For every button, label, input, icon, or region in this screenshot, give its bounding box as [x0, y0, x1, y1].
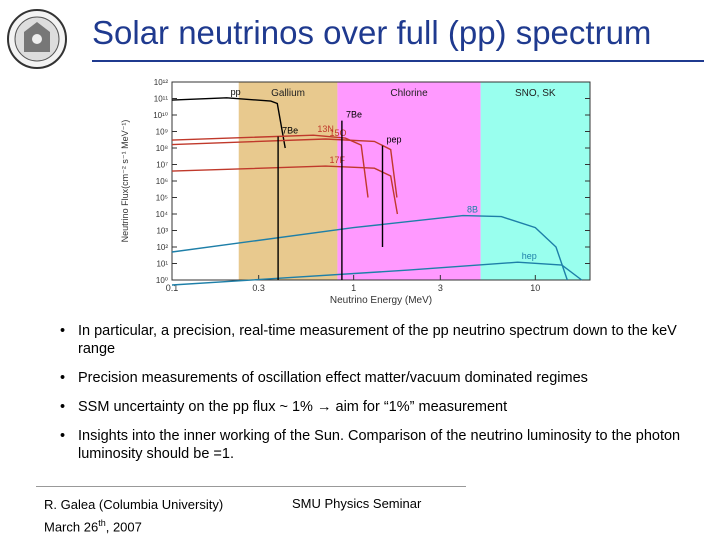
series-label: 15O [330, 128, 347, 138]
y-tick-label: 10⁰ [156, 276, 168, 285]
x-tick-label: 10 [530, 283, 540, 293]
x-tick-label: 0.1 [166, 283, 179, 293]
y-tick-label: 10⁷ [156, 161, 168, 170]
region-label: Chlorine [390, 88, 428, 99]
series-label: hep [522, 251, 537, 261]
footer-author: R. Galea (Columbia University) [44, 497, 224, 512]
series-line [171, 97, 286, 149]
y-tick-label: 10² [156, 243, 168, 252]
bullet-dot: • [60, 399, 66, 415]
y-tick-label: 10⁸ [156, 144, 168, 153]
series-line [171, 165, 399, 215]
region-label: SNO, SK [515, 88, 556, 99]
y-tick-label: 10¹ [156, 260, 168, 269]
footer-rule [36, 486, 466, 487]
y-tick-label: 10¹¹ [154, 95, 169, 104]
bullet-item: • SSM uncertainty on the pp flux ~ 1% → a… [56, 398, 696, 416]
footer-event: SMU Physics Seminar [292, 496, 422, 511]
y-tick-label: 10³ [156, 227, 168, 236]
neutrino-spectrum-chart: Gallium Chlorine SNO, SK 10¹² 10¹¹ 10¹⁰ 10⁹ 10⁸… [112, 76, 602, 306]
series-label: pp [231, 87, 241, 97]
footer-date-prefix: March 26 [44, 519, 99, 535]
university-seal-icon [7, 9, 67, 69]
region-label: Gallium [271, 88, 305, 99]
y-tick-label: 10¹⁰ [153, 111, 168, 120]
bullet-dot: • [60, 428, 66, 444]
footer-author-date: R. Galea (Columbia University) March 26t… [44, 496, 223, 536]
footer-date-suffix: , 2007 [105, 519, 142, 535]
bullet-item: • Insights into the inner working of the … [56, 427, 696, 463]
slide-title: Solar neutrinos over full (pp) spectrum [92, 14, 652, 51]
series-label: pep [387, 135, 402, 145]
region-band [238, 82, 338, 280]
y-tick-label: 10⁵ [156, 194, 168, 203]
series-label: 8B [467, 205, 478, 215]
series-line [171, 261, 583, 286]
bullet-item: • In particular, a precision, real-time m… [56, 322, 696, 358]
x-tick-label: 3 [438, 283, 443, 293]
series-label: 17F [330, 155, 346, 165]
series-line [171, 134, 369, 198]
series-label: 13N [317, 124, 334, 134]
series-line [171, 214, 568, 281]
footer-date-sup: th [98, 518, 106, 528]
y-tick-label: 10⁴ [156, 210, 169, 219]
bullet-dot: • [60, 370, 66, 386]
bullet-item: • Precision measurements of oscillation e… [56, 369, 696, 387]
bullet-text: Insights into the inner working of the S… [78, 428, 681, 462]
bullet-list: • In particular, a precision, real-time m… [56, 322, 696, 474]
y-axis-label: Neutrino Flux(cm⁻² s⁻¹ MeV⁻¹) [120, 120, 130, 243]
x-tick-label: 1 [351, 283, 356, 293]
y-tick-label: 10⁹ [156, 128, 168, 137]
bullet-text: Precision measurements of oscillation ef… [78, 370, 588, 386]
footer-date: March 26th, 2007 [44, 514, 223, 536]
region-band [480, 82, 590, 280]
bullet-dot: • [60, 323, 66, 339]
region-band [337, 82, 481, 280]
x-tick-label: 0.3 [252, 283, 265, 293]
y-tick-label: 10¹² [154, 78, 169, 87]
series-label: 7Be [346, 110, 362, 120]
title-underline [92, 60, 704, 62]
x-axis-label: Neutrino Energy (MeV) [330, 295, 432, 306]
series-line [171, 138, 398, 198]
y-tick-label: 10⁶ [156, 177, 168, 186]
bullet-text: SSM uncertainty on the pp flux ~ 1% → ai… [78, 399, 508, 415]
bullet-text: In particular, a precision, real-time me… [78, 323, 677, 357]
series-label: 7Be [282, 125, 298, 135]
